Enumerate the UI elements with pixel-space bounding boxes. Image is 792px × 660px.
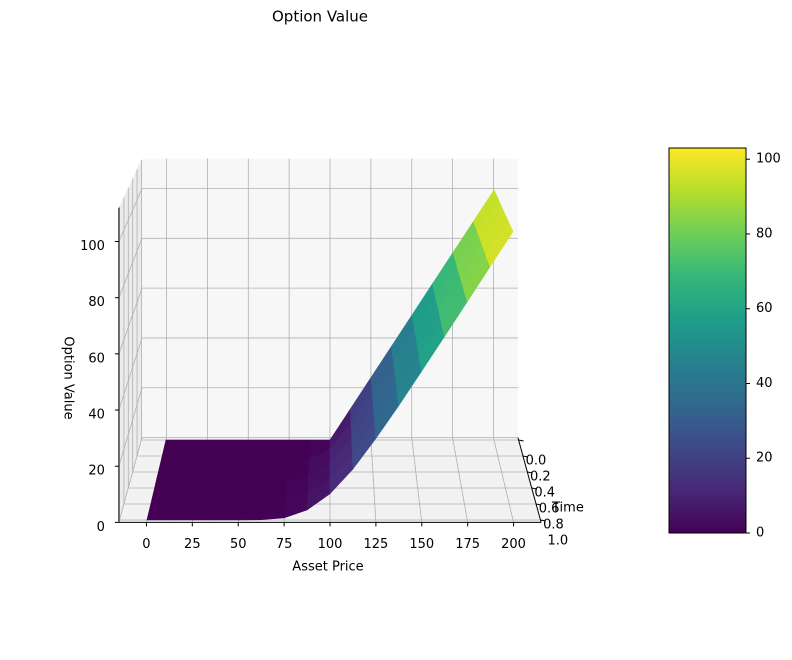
grid-line (118, 238, 143, 298)
grid-line (370, 437, 377, 523)
z-tick-label: 100 (80, 239, 105, 254)
surface-cell (199, 459, 225, 481)
surface-cell (151, 479, 179, 501)
grid-line (118, 337, 143, 411)
surface-cell (146, 499, 175, 521)
grid-line (118, 188, 143, 242)
z-tick-label: 0 (97, 520, 105, 535)
x-tick-label: 50 (230, 537, 247, 552)
grid-line (118, 387, 143, 467)
surface-cell (224, 439, 249, 461)
x-tick-label: 100 (318, 537, 343, 552)
colorbar-tick-label: 80 (756, 226, 773, 241)
surface-cell (287, 439, 310, 461)
surface-cell (262, 479, 287, 501)
colorbar-tick-label: 40 (756, 376, 773, 391)
surface-cell (169, 499, 197, 521)
surface-cell (266, 439, 290, 461)
chart-title: Option Value (272, 8, 368, 26)
z-tick-label: 40 (88, 408, 105, 423)
surface-cell (261, 498, 286, 521)
surface-cell (156, 459, 183, 481)
y-tick-label: 0.8 (543, 518, 564, 533)
surface-cell (240, 479, 266, 501)
x-tick-label: 25 (184, 537, 201, 552)
surface-cell (173, 479, 201, 501)
colorbar-tick-label: 100 (756, 152, 781, 167)
x-tick-label: 175 (455, 537, 480, 552)
y-tick-label: 0.6 (539, 502, 560, 517)
surface-cell (264, 459, 289, 481)
colorbar (668, 147, 747, 534)
x-axis-label: Asset Price (292, 560, 363, 575)
surface-cell (215, 499, 242, 521)
y-tick (540, 519, 546, 522)
y-tick-label: 0.0 (526, 454, 547, 469)
surface-cell (181, 439, 208, 461)
z-tick-label: 60 (88, 351, 105, 366)
x-tick-label: 150 (409, 537, 434, 552)
axis-line (517, 437, 542, 523)
x-tick-label: 0 (142, 537, 150, 552)
pane-left (118, 158, 143, 523)
x-tick-label: 125 (363, 537, 388, 552)
colorbar-tick-label: 20 (756, 451, 773, 466)
surface-cell (485, 220, 514, 268)
surface-cell (203, 439, 228, 461)
colorbar-tick-label: 60 (756, 301, 773, 316)
y-axis-label: Time (551, 501, 584, 516)
grid-line (118, 437, 143, 523)
grid-line (118, 288, 143, 354)
surface-cell (245, 439, 269, 461)
grid-line (411, 437, 423, 523)
grid-line (452, 437, 469, 523)
surface-cell (238, 499, 264, 521)
y-tick-label: 0.2 (530, 470, 551, 485)
surface-cell (177, 459, 204, 481)
surface-cell (221, 459, 246, 481)
y-tick (518, 439, 524, 442)
surface-cell (218, 479, 244, 501)
colorbar-tick-label: 0 (756, 526, 764, 541)
z-tick-label: 20 (88, 464, 105, 479)
y-tick (531, 487, 537, 490)
y-tick (522, 455, 529, 458)
y-tick (535, 503, 542, 506)
y-tick-label: 0.4 (534, 486, 555, 501)
surface-cell (195, 479, 222, 501)
grid-line (493, 437, 514, 523)
surface-cell (192, 499, 219, 521)
z-tick-label: 80 (88, 295, 105, 310)
y-tick-label: 1.0 (547, 534, 568, 549)
x-tick-label: 75 (276, 537, 293, 552)
x-tick-label: 200 (501, 537, 526, 552)
surface-cell (242, 459, 268, 481)
z-axis-label: Option Value (61, 336, 76, 419)
y-tick (527, 471, 533, 474)
surface-cell (286, 458, 310, 481)
